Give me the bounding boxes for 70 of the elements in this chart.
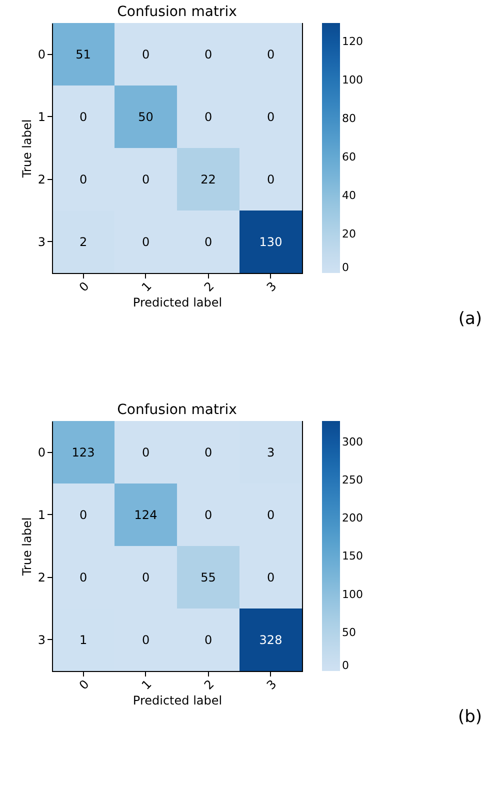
text: (b): [458, 707, 482, 727]
y-tick-label: 3: [38, 234, 46, 249]
data-label: 0: [79, 508, 88, 522]
data-label: 0: [142, 47, 150, 62]
x-tick-label: 0: [76, 677, 92, 692]
data-label: 130: [259, 234, 282, 249]
x-axis-title: Predicted label: [132, 694, 222, 708]
data-label: 0: [266, 172, 275, 186]
data-label: 0: [142, 632, 150, 647]
data-label: 0: [79, 172, 88, 186]
chart-title: Confusion matrix: [117, 402, 237, 418]
color-bar-label: 300: [342, 435, 363, 448]
color-bar-label: 80: [342, 112, 356, 126]
data-label: 0: [266, 508, 275, 522]
color-bar-label: 40: [342, 189, 356, 202]
color-bar-label: 20: [342, 228, 356, 241]
x-tick-label: 3: [264, 279, 280, 294]
data-label: 0: [204, 47, 212, 62]
data-label: 0: [266, 110, 275, 124]
data-label: 3: [266, 445, 275, 460]
data-label: 328: [259, 632, 282, 647]
x-axis-title: Predicted label: [132, 296, 222, 310]
y-axis-title: True label: [20, 119, 34, 179]
color-bar-label: 0: [342, 659, 349, 672]
data-label: 0: [142, 570, 150, 584]
color-bar-label: 150: [342, 550, 363, 563]
data-label: 1: [79, 632, 88, 647]
color-bar-label: 0: [342, 261, 349, 274]
y-tick-label: 3: [38, 632, 46, 647]
data-label: 0: [204, 508, 212, 522]
color-bar-label: 120: [342, 35, 363, 48]
data-label: 0: [204, 632, 212, 647]
x-tick-label: 2: [201, 677, 217, 692]
color-bar-label: 100: [342, 74, 363, 87]
y-tick-label: 0: [38, 445, 46, 460]
color-bar-label: 100: [342, 588, 363, 601]
data-label: 0: [204, 110, 212, 124]
color-bar-label: 200: [342, 512, 363, 525]
color-bar-label: 50: [342, 626, 356, 639]
x-tick-label: 3: [264, 677, 280, 692]
y-tick-label: 2: [38, 570, 46, 584]
data-label: 0: [79, 570, 88, 584]
data-label: 0: [266, 47, 275, 62]
y-tick-label: 1: [38, 508, 46, 522]
y-tick-label: 1: [38, 110, 46, 124]
data-label: 124: [134, 508, 158, 522]
data-label: 0: [142, 445, 150, 460]
chart-title: Confusion matrix: [117, 4, 237, 20]
data-label: 123: [72, 445, 95, 460]
color-bar-label: 250: [342, 473, 363, 486]
x-tick-label: 2: [201, 279, 217, 294]
text: (a): [458, 309, 482, 329]
color-bar-label: 60: [342, 150, 356, 164]
data-label: 22: [200, 172, 216, 186]
data-label: 0: [142, 234, 150, 249]
x-tick-label: 1: [138, 279, 154, 294]
x-tick-label: 0: [76, 279, 92, 294]
data-label: 51: [76, 47, 91, 62]
y-tick-label: 0: [38, 47, 46, 62]
y-tick-label: 2: [38, 172, 46, 186]
data-label: 0: [204, 445, 212, 460]
data-label: 0: [266, 570, 275, 584]
data-label: 2: [79, 234, 88, 249]
x-tick-label: 1: [138, 677, 154, 692]
data-label: 0: [142, 172, 150, 186]
data-label: 0: [79, 110, 88, 124]
data-label: 0: [204, 234, 212, 249]
data-label: 55: [200, 570, 216, 584]
y-axis-title: True label: [20, 517, 34, 577]
data-label: 50: [138, 110, 154, 124]
